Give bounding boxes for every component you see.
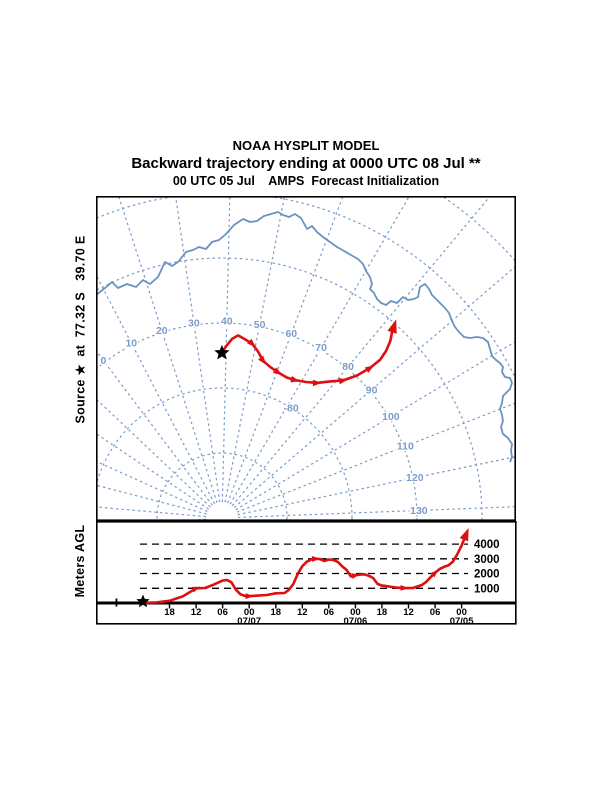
triangle-icon: [272, 367, 283, 375]
triangle-icon: [191, 586, 201, 593]
triangle-icon: [312, 379, 322, 387]
meridian-lines: [96, 196, 516, 521]
triangle-icon: [430, 569, 439, 578]
triangle-icon: [290, 376, 300, 383]
trajectory-time-markers: [247, 338, 375, 387]
meters-agl-label: Meters AGL: [73, 524, 87, 598]
height-profile-markers: [191, 556, 439, 600]
altitude-profile-panel: 1000 2000 3000 4000 18 12 06 00 18 12 06 00 18 12 06 00…: [96, 521, 517, 627]
height-profile-path: [141, 533, 468, 605]
triangle-icon: [258, 355, 267, 365]
altitude-gridline-label: 1000: [474, 583, 500, 595]
map-border: [96, 196, 516, 521]
latitude-circles: [96, 196, 516, 521]
longitude-label: 60: [285, 328, 297, 340]
time-tick-label: 12: [403, 607, 414, 618]
trajectory-map-panel: 0 10 20 30 40 50 60 70 80 90 100 110 120 130 -80: [96, 196, 516, 521]
longitude-label: 100: [382, 411, 400, 423]
time-tick-label: 12: [191, 607, 202, 618]
longitude-label: 70: [315, 342, 327, 354]
time-tick-label: 06: [324, 607, 335, 618]
longitude-label: 0: [100, 355, 106, 367]
time-tick-label: 18: [271, 607, 282, 618]
antarctic-coastline: [96, 211, 513, 463]
source-location-label: Source ★ at 77.32 S 39.70 E: [73, 235, 88, 424]
plus-icon: [112, 598, 121, 607]
triangle-icon: [351, 573, 360, 579]
longitude-label: 130: [410, 505, 428, 517]
longitude-label: 50: [254, 319, 266, 331]
time-tick-label: 06: [430, 607, 441, 618]
longitude-label: 20: [156, 325, 168, 337]
longitude-label: 90: [366, 384, 378, 396]
trajectory-ending-title: Backward trajectory ending at 0000 UTC 0…: [131, 154, 481, 172]
time-tick-label: 18: [164, 607, 175, 618]
map-content: 0 10 20 30 40 50 60 70 80 90 100 110 120 130 -80: [96, 196, 516, 521]
source-star-icon: [214, 344, 230, 360]
latitude-label: -80: [284, 402, 299, 414]
triangle-icon: [387, 319, 397, 334]
date-label: 07/05: [450, 616, 474, 627]
longitude-label: 120: [406, 472, 424, 484]
trajectory-path: [220, 325, 396, 385]
triangle-icon: [247, 338, 256, 348]
longitude-label: 80: [342, 361, 354, 373]
time-tick-label: 00: [244, 607, 255, 618]
triangle-icon: [364, 365, 375, 373]
longitude-label: 40: [221, 316, 233, 328]
profile-border: [96, 521, 517, 625]
longitude-label: 30: [188, 318, 200, 330]
time-tick-label: 06: [217, 607, 228, 618]
time-tick-label: 00: [456, 607, 467, 618]
triangle-icon: [311, 556, 321, 562]
triangle-icon: [400, 584, 409, 591]
model-title: NOAA HYSPLIT MODEL: [232, 138, 380, 153]
initialization-subtitle: 00 UTC 05 Jul AMPS Forecast Initializati…: [172, 174, 440, 189]
time-tick-label: 18: [377, 607, 388, 618]
profile-source-star-icon: [136, 594, 150, 608]
title-block: NOAA HYSPLIT MODEL Backward trajectory e…: [0, 138, 612, 189]
date-label: 07/07: [237, 616, 261, 627]
triangle-icon: [338, 378, 348, 385]
longitude-label: 10: [125, 338, 137, 350]
date-label: 07/06: [344, 616, 368, 627]
longitude-label: 110: [397, 441, 414, 453]
longitude-labels: 0 10 20 30 40 50 60 70 80 90 100 110 120 130: [99, 314, 429, 518]
altitude-gridline-label: 4000: [474, 539, 500, 551]
triangle-icon: [245, 593, 254, 600]
time-tick-label: 00: [350, 607, 361, 618]
time-tick-label: 12: [297, 607, 308, 618]
altitude-gridline-label: 2000: [474, 569, 500, 581]
altitude-gridline-label: 3000: [474, 554, 500, 566]
triangle-icon: [459, 528, 469, 542]
